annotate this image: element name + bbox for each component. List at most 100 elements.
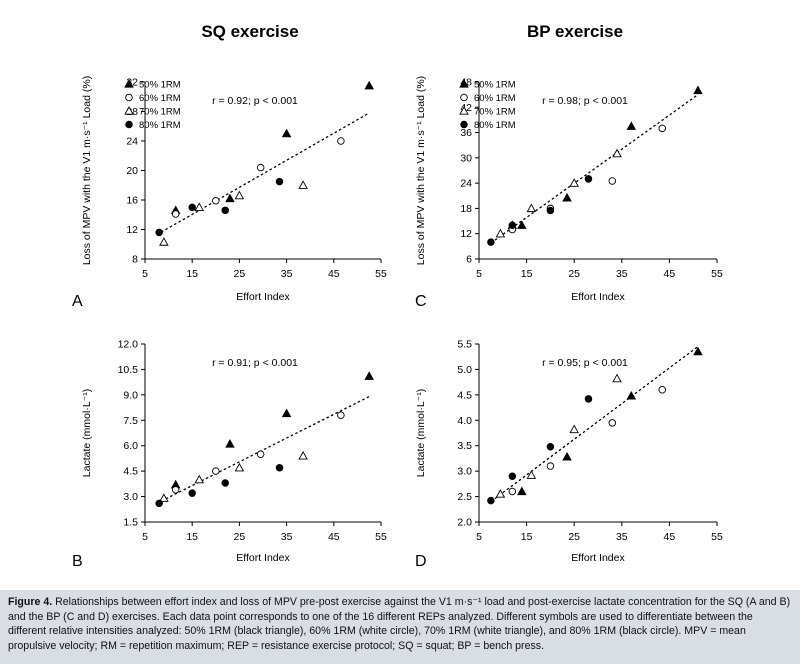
y-tick-label: 8 [132, 254, 138, 266]
x-tick-label: 35 [281, 268, 293, 280]
data-point [562, 192, 572, 202]
x-tick-label: 25 [568, 531, 580, 543]
y-tick-label: 4.0 [457, 415, 472, 427]
panel-letter: B [72, 553, 83, 570]
data-point [171, 210, 180, 218]
data-point [221, 479, 229, 487]
data-point [194, 202, 205, 212]
y-tick-label: 42 [460, 102, 472, 114]
x-tick-label: 35 [616, 531, 628, 543]
x-axis-label: Effort Index [571, 552, 625, 564]
correlation-annotation: r = 0.92; p < 0.001 [212, 95, 298, 107]
y-tick-label: 1.5 [123, 517, 138, 529]
data-point [188, 489, 196, 497]
data-point [256, 163, 265, 172]
data-point [517, 220, 527, 229]
y-tick-label: 6 [466, 254, 472, 266]
panel-d: 2.0 2.5 3.0 3.5 4.0 4.5 5.0 5.5 5 15 25 35 45 55 Effor… [415, 339, 723, 571]
data-point [212, 467, 220, 475]
panel-letter: D [415, 553, 427, 570]
sq-exercise-title: SQ exercise [201, 22, 299, 41]
panel-letter: C [415, 293, 427, 310]
data-point [658, 386, 667, 394]
y-tick-label: 5.5 [457, 339, 472, 351]
data-point [281, 128, 292, 138]
legend-marker [459, 106, 469, 115]
data-point [275, 464, 284, 472]
y-tick-label: 3.0 [123, 491, 138, 503]
y-tick-label: 7.5 [123, 415, 138, 427]
bp-exercise-title: BP exercise [526, 22, 624, 41]
y-tick-label: 18 [460, 203, 472, 215]
x-tick-label: 35 [616, 268, 628, 280]
x-tick-label: 55 [711, 531, 723, 543]
data-point [508, 487, 517, 496]
x-tick-label: 5 [476, 268, 482, 280]
data-point [275, 177, 284, 186]
data-point [298, 450, 308, 460]
y-tick-label: 4.5 [457, 389, 472, 401]
data-point [364, 80, 374, 90]
panel-c: 6 12 18 24 30 36 42 48 5 15 25 35 45 55 Effort Index Lo… [415, 76, 723, 310]
legend-marker [460, 120, 468, 129]
data-point [194, 474, 205, 484]
y-tick-label: 20 [126, 165, 138, 177]
x-tick-label: 15 [186, 531, 198, 543]
x-tick-label: 45 [664, 268, 676, 280]
x-tick-label: 55 [711, 268, 723, 280]
data-point [337, 137, 345, 145]
legend-marker [460, 93, 468, 102]
y-tick-label: 4.5 [123, 466, 138, 478]
y-axis-label: Loss of MPV with the V1 m·s⁻¹ Load (%) [415, 76, 427, 265]
data-point [159, 237, 169, 246]
y-tick-label: 3.0 [457, 466, 472, 478]
data-point [546, 462, 555, 470]
x-tick-label: 55 [375, 531, 387, 543]
y-tick-label: 2.5 [457, 491, 472, 503]
y-tick-label: 48 [460, 77, 472, 89]
x-tick-label: 45 [328, 268, 340, 280]
y-tick-label: 9.0 [123, 389, 138, 401]
data-point [546, 442, 555, 451]
legend-label: 80% 1RM [139, 120, 181, 131]
data-point [155, 499, 163, 508]
data-point [155, 228, 163, 237]
data-point [608, 177, 617, 185]
y-tick-label: 12.0 [118, 339, 139, 351]
legend-label: 60% 1RM [139, 93, 181, 104]
y-tick-label: 2.0 [457, 517, 472, 529]
data-point [364, 371, 374, 380]
trendline [490, 94, 699, 244]
panel-b: 1.5 3.0 4.5 6.0 7.5 9.0 10.5 12.0 5 15 25 35 45 55 Eff… [72, 339, 387, 571]
data-point [256, 450, 265, 458]
data-point [626, 390, 637, 400]
legend-label: 50% 1RM [474, 80, 516, 91]
data-point [159, 493, 169, 502]
data-point [584, 395, 593, 403]
y-tick-label: 36 [460, 127, 472, 139]
legend-marker [124, 79, 134, 88]
legend: 50% 1RM 60% 1RM 70% 1RM 80% 1RM [459, 79, 516, 131]
data-point [212, 196, 220, 205]
data-point [298, 180, 308, 189]
y-tick-label: 16 [126, 195, 138, 207]
data-point [569, 424, 579, 434]
y-tick-label: 32 [126, 77, 138, 89]
data-point [234, 462, 245, 472]
data-point [281, 408, 292, 418]
y-tick-label: 12 [126, 224, 138, 236]
panel-a: 812162024283251525354555Effort IndexLoss… [72, 76, 387, 310]
legend-label: 60% 1RM [474, 93, 516, 104]
data-point [487, 496, 495, 505]
legend-marker [124, 106, 134, 115]
data-point [221, 206, 229, 215]
data-point [526, 470, 537, 479]
data-point [612, 373, 622, 383]
correlation-annotation: r = 0.95; p < 0.001 [542, 357, 628, 369]
y-tick-label: 12 [460, 228, 472, 240]
data-point [693, 85, 703, 95]
trendline [156, 112, 370, 236]
data-point [495, 489, 506, 498]
figure-caption: Figure 4. Relationships between effort i… [0, 590, 800, 664]
